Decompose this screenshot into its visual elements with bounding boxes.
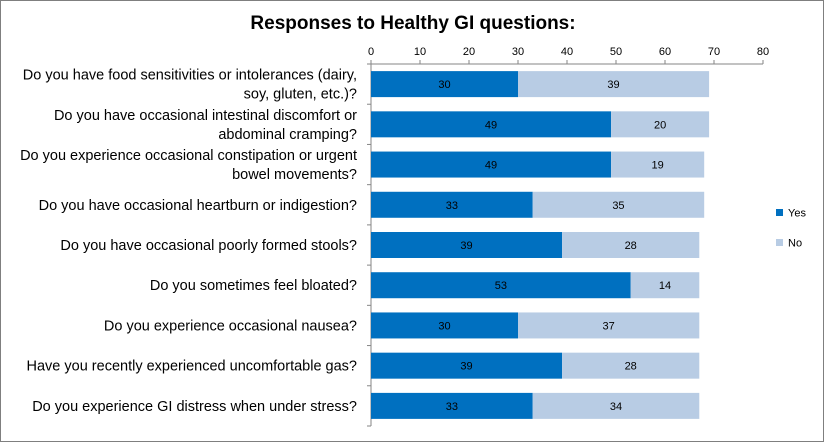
legend-label-no: No — [788, 238, 802, 250]
category-label: Do you have occasional heartburn or indi… — [39, 198, 357, 214]
category-label: soy, gluten, etc.)? — [244, 87, 357, 103]
legend: Yes No — [776, 208, 806, 250]
data-label-yes: 53 — [495, 280, 507, 292]
category-label: Do you have occasional intestinal discom… — [54, 108, 357, 124]
x-tick-label: 60 — [659, 46, 671, 58]
data-label-no: 19 — [652, 160, 664, 172]
legend-swatch-no — [776, 239, 783, 246]
category-label: Do you experience occasional nausea? — [104, 318, 357, 334]
x-tick-label: 0 — [368, 46, 374, 58]
bar-yes — [371, 111, 612, 138]
category-label: Have you recently experienced uncomforta… — [27, 359, 357, 375]
data-label-yes: 39 — [460, 240, 472, 252]
bar-yes — [371, 312, 518, 339]
bar-no — [562, 352, 700, 379]
bar-no — [532, 392, 700, 419]
bar-no — [611, 151, 705, 178]
bar-no — [562, 232, 700, 258]
data-label-yes: 33 — [446, 401, 458, 413]
data-label-yes: 30 — [438, 320, 450, 332]
category-label: Do you have occasional poorly formed sto… — [60, 238, 357, 254]
data-label-no: 34 — [610, 401, 622, 413]
bar-no — [630, 272, 700, 299]
data-label-no: 37 — [603, 320, 615, 332]
x-tick-label: 40 — [561, 46, 573, 58]
bar-no — [611, 111, 710, 138]
data-label-no: 20 — [654, 119, 666, 131]
x-tick-label: 70 — [708, 46, 720, 58]
data-label-no: 28 — [625, 240, 637, 252]
category-label: abdominal cramping? — [218, 127, 357, 143]
category-label: Do you experience GI distress when under… — [32, 399, 357, 415]
data-label-yes: 49 — [485, 160, 497, 172]
x-tick-label: 20 — [463, 46, 475, 58]
bar-yes — [371, 191, 533, 218]
data-label-yes: 30 — [438, 79, 450, 91]
legend-swatch-yes — [776, 209, 783, 216]
data-label-no: 39 — [607, 79, 619, 91]
bar-yes — [371, 352, 563, 379]
bar-yes — [371, 232, 563, 258]
bars-group: 30 39 49 20 49 19 33 35 39 28 53 14 30 37 39 28 33 34 — [371, 71, 710, 419]
bar-yes — [371, 151, 612, 178]
bar-no — [532, 191, 705, 218]
chart-title: Responses to Healthy GI questions: — [250, 13, 575, 34]
x-tick-label: 10 — [414, 46, 426, 58]
data-label-yes: 39 — [460, 361, 472, 373]
data-label-no: 14 — [659, 280, 671, 292]
category-label: Do you have food sensitivities or intole… — [23, 68, 357, 84]
x-tick-label: 80 — [757, 46, 769, 58]
category-label: Do you sometimes feel bloated? — [150, 278, 357, 294]
category-label: Do you experience occasional constipatio… — [20, 148, 357, 164]
x-tick-label: 50 — [610, 46, 622, 58]
category-label: bowel movements? — [232, 167, 357, 183]
bar-no — [518, 71, 710, 98]
x-tick-label: 30 — [512, 46, 524, 58]
bar-yes — [371, 272, 631, 299]
data-label-no: 28 — [625, 361, 637, 373]
category-labels: Do you have food sensitivities or intole… — [20, 68, 357, 415]
bar-no — [518, 312, 700, 339]
legend-label-yes: Yes — [788, 208, 806, 220]
data-label-no: 35 — [612, 200, 624, 212]
bar-yes — [371, 392, 533, 419]
data-label-yes: 33 — [446, 200, 458, 212]
data-label-yes: 49 — [485, 119, 497, 131]
bar-yes — [371, 71, 518, 98]
